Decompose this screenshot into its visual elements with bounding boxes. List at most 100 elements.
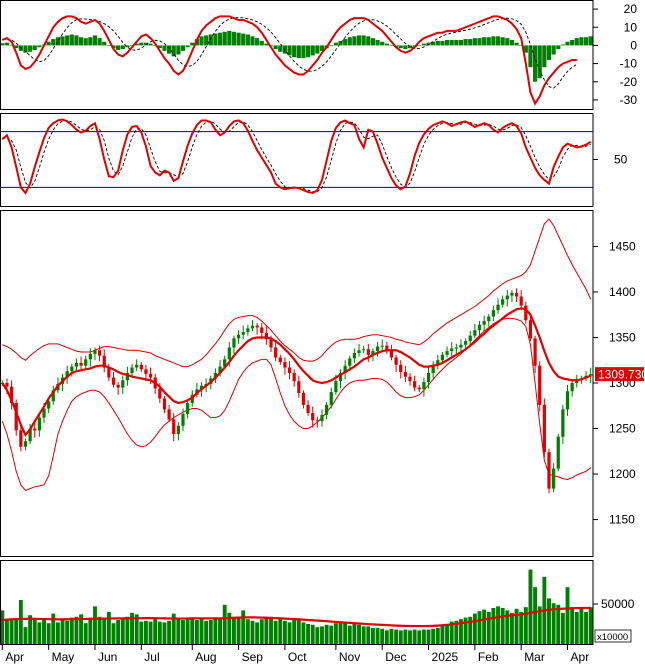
candle-body — [186, 403, 190, 414]
macd-histogram-bar — [468, 39, 473, 46]
volume-bar — [310, 624, 315, 644]
x-tick-label: Jul — [144, 650, 159, 664]
candle-body — [454, 347, 458, 349]
volume-bar — [97, 616, 102, 644]
volume-bar — [199, 617, 204, 644]
volume-bar — [403, 629, 408, 644]
candle-body — [269, 339, 273, 348]
volume-panel: 50000 x10000 — [0, 569, 635, 644]
candle-body — [311, 413, 315, 421]
candle-body — [436, 360, 440, 365]
volume-bar — [384, 630, 389, 644]
candle-body — [334, 381, 338, 393]
macd-histogram-bar — [0, 43, 5, 46]
candle-body — [33, 428, 37, 431]
macd-histogram-bar — [384, 43, 389, 46]
volume-bar — [357, 624, 361, 644]
x-tick-label: Apr — [571, 650, 590, 664]
volume-bar — [454, 620, 459, 644]
macd-histogram-bar — [431, 41, 436, 46]
volume-bar — [236, 616, 241, 644]
stoch-d-line — [2, 119, 591, 193]
candle-body — [362, 349, 366, 351]
candle-body — [97, 350, 102, 356]
macd-histogram-bar — [519, 45, 524, 47]
macd-histogram-bar — [296, 45, 301, 59]
volume-tick-label: 50000 — [601, 597, 635, 611]
x-tick-label: May — [52, 650, 75, 664]
macd-histogram-bar — [51, 39, 56, 46]
candle-body — [158, 388, 162, 399]
volume-bar — [60, 618, 65, 644]
bollinger-upper-band — [2, 218, 592, 368]
macd-histogram-bar — [28, 45, 33, 52]
candle-body — [74, 362, 79, 367]
candle-body — [70, 366, 74, 372]
volume-bar — [51, 613, 56, 644]
x-tick-label: Feb — [478, 650, 499, 664]
volume-bar — [157, 621, 162, 644]
volume-bar — [333, 623, 338, 644]
macd-histogram-bar — [60, 36, 65, 46]
volume-bar — [412, 629, 417, 644]
volume-bar — [389, 628, 394, 644]
candle-body — [264, 332, 269, 340]
macd-histogram-bar — [579, 37, 584, 46]
candle-body — [14, 403, 18, 431]
macd-histogram-bar — [380, 41, 385, 46]
macd-histogram-bar — [352, 36, 357, 46]
macd-histogram-bar — [153, 45, 158, 47]
candle-body — [223, 359, 227, 367]
candle-body — [561, 409, 565, 437]
volume-bar — [125, 616, 130, 644]
macd-histogram-bar — [389, 45, 394, 47]
macd-histogram-bar — [208, 34, 213, 46]
candle-body — [190, 394, 194, 404]
candle-body — [283, 362, 287, 368]
macd-histogram-bar — [55, 37, 60, 46]
candle-body — [431, 364, 435, 373]
macd-histogram-bar — [180, 45, 186, 51]
candle-body — [338, 372, 343, 382]
volume-bar — [148, 621, 153, 644]
volume-bar — [296, 620, 301, 644]
volume-bar — [93, 606, 97, 644]
candle-body — [297, 381, 301, 394]
candle-body — [79, 362, 83, 366]
candle-body — [274, 347, 278, 358]
macd-tick-label: -10 — [620, 57, 638, 71]
candle-body — [463, 341, 468, 345]
candle-body — [533, 338, 537, 366]
macd-histogram-bar — [486, 37, 491, 46]
macd-histogram-bar — [116, 45, 121, 50]
candle-body — [37, 417, 41, 431]
volume-bar — [153, 618, 158, 644]
price-candles — [0, 288, 593, 494]
volume-bar — [496, 606, 500, 644]
volume-bar — [556, 604, 561, 644]
macd-histogram-bar — [458, 39, 464, 46]
last-price-label: 1309.730 — [598, 368, 645, 382]
volume-bar — [375, 628, 380, 644]
price-tick-label: 1250 — [609, 422, 636, 436]
candle-body — [135, 364, 139, 368]
volume-bar — [232, 617, 236, 644]
candle-body — [556, 436, 560, 469]
macd-histogram-bar — [241, 33, 246, 46]
macd-histogram-bar — [338, 40, 343, 46]
candle-body — [575, 380, 579, 383]
volume-bar — [273, 620, 278, 644]
volume-bar — [204, 620, 209, 644]
candle-body — [366, 349, 370, 355]
macd-histogram-bar — [227, 30, 232, 46]
candle-body — [501, 299, 505, 305]
x-tick-label: 2025 — [432, 650, 459, 664]
volume-bar — [143, 620, 148, 644]
volume-bar — [468, 616, 473, 644]
volume-bar — [9, 619, 14, 644]
volume-bar — [176, 618, 181, 644]
candle-body — [260, 327, 264, 333]
macd-tick-label: 10 — [624, 20, 638, 34]
volume-bar — [245, 619, 250, 644]
candle-body — [246, 328, 250, 333]
